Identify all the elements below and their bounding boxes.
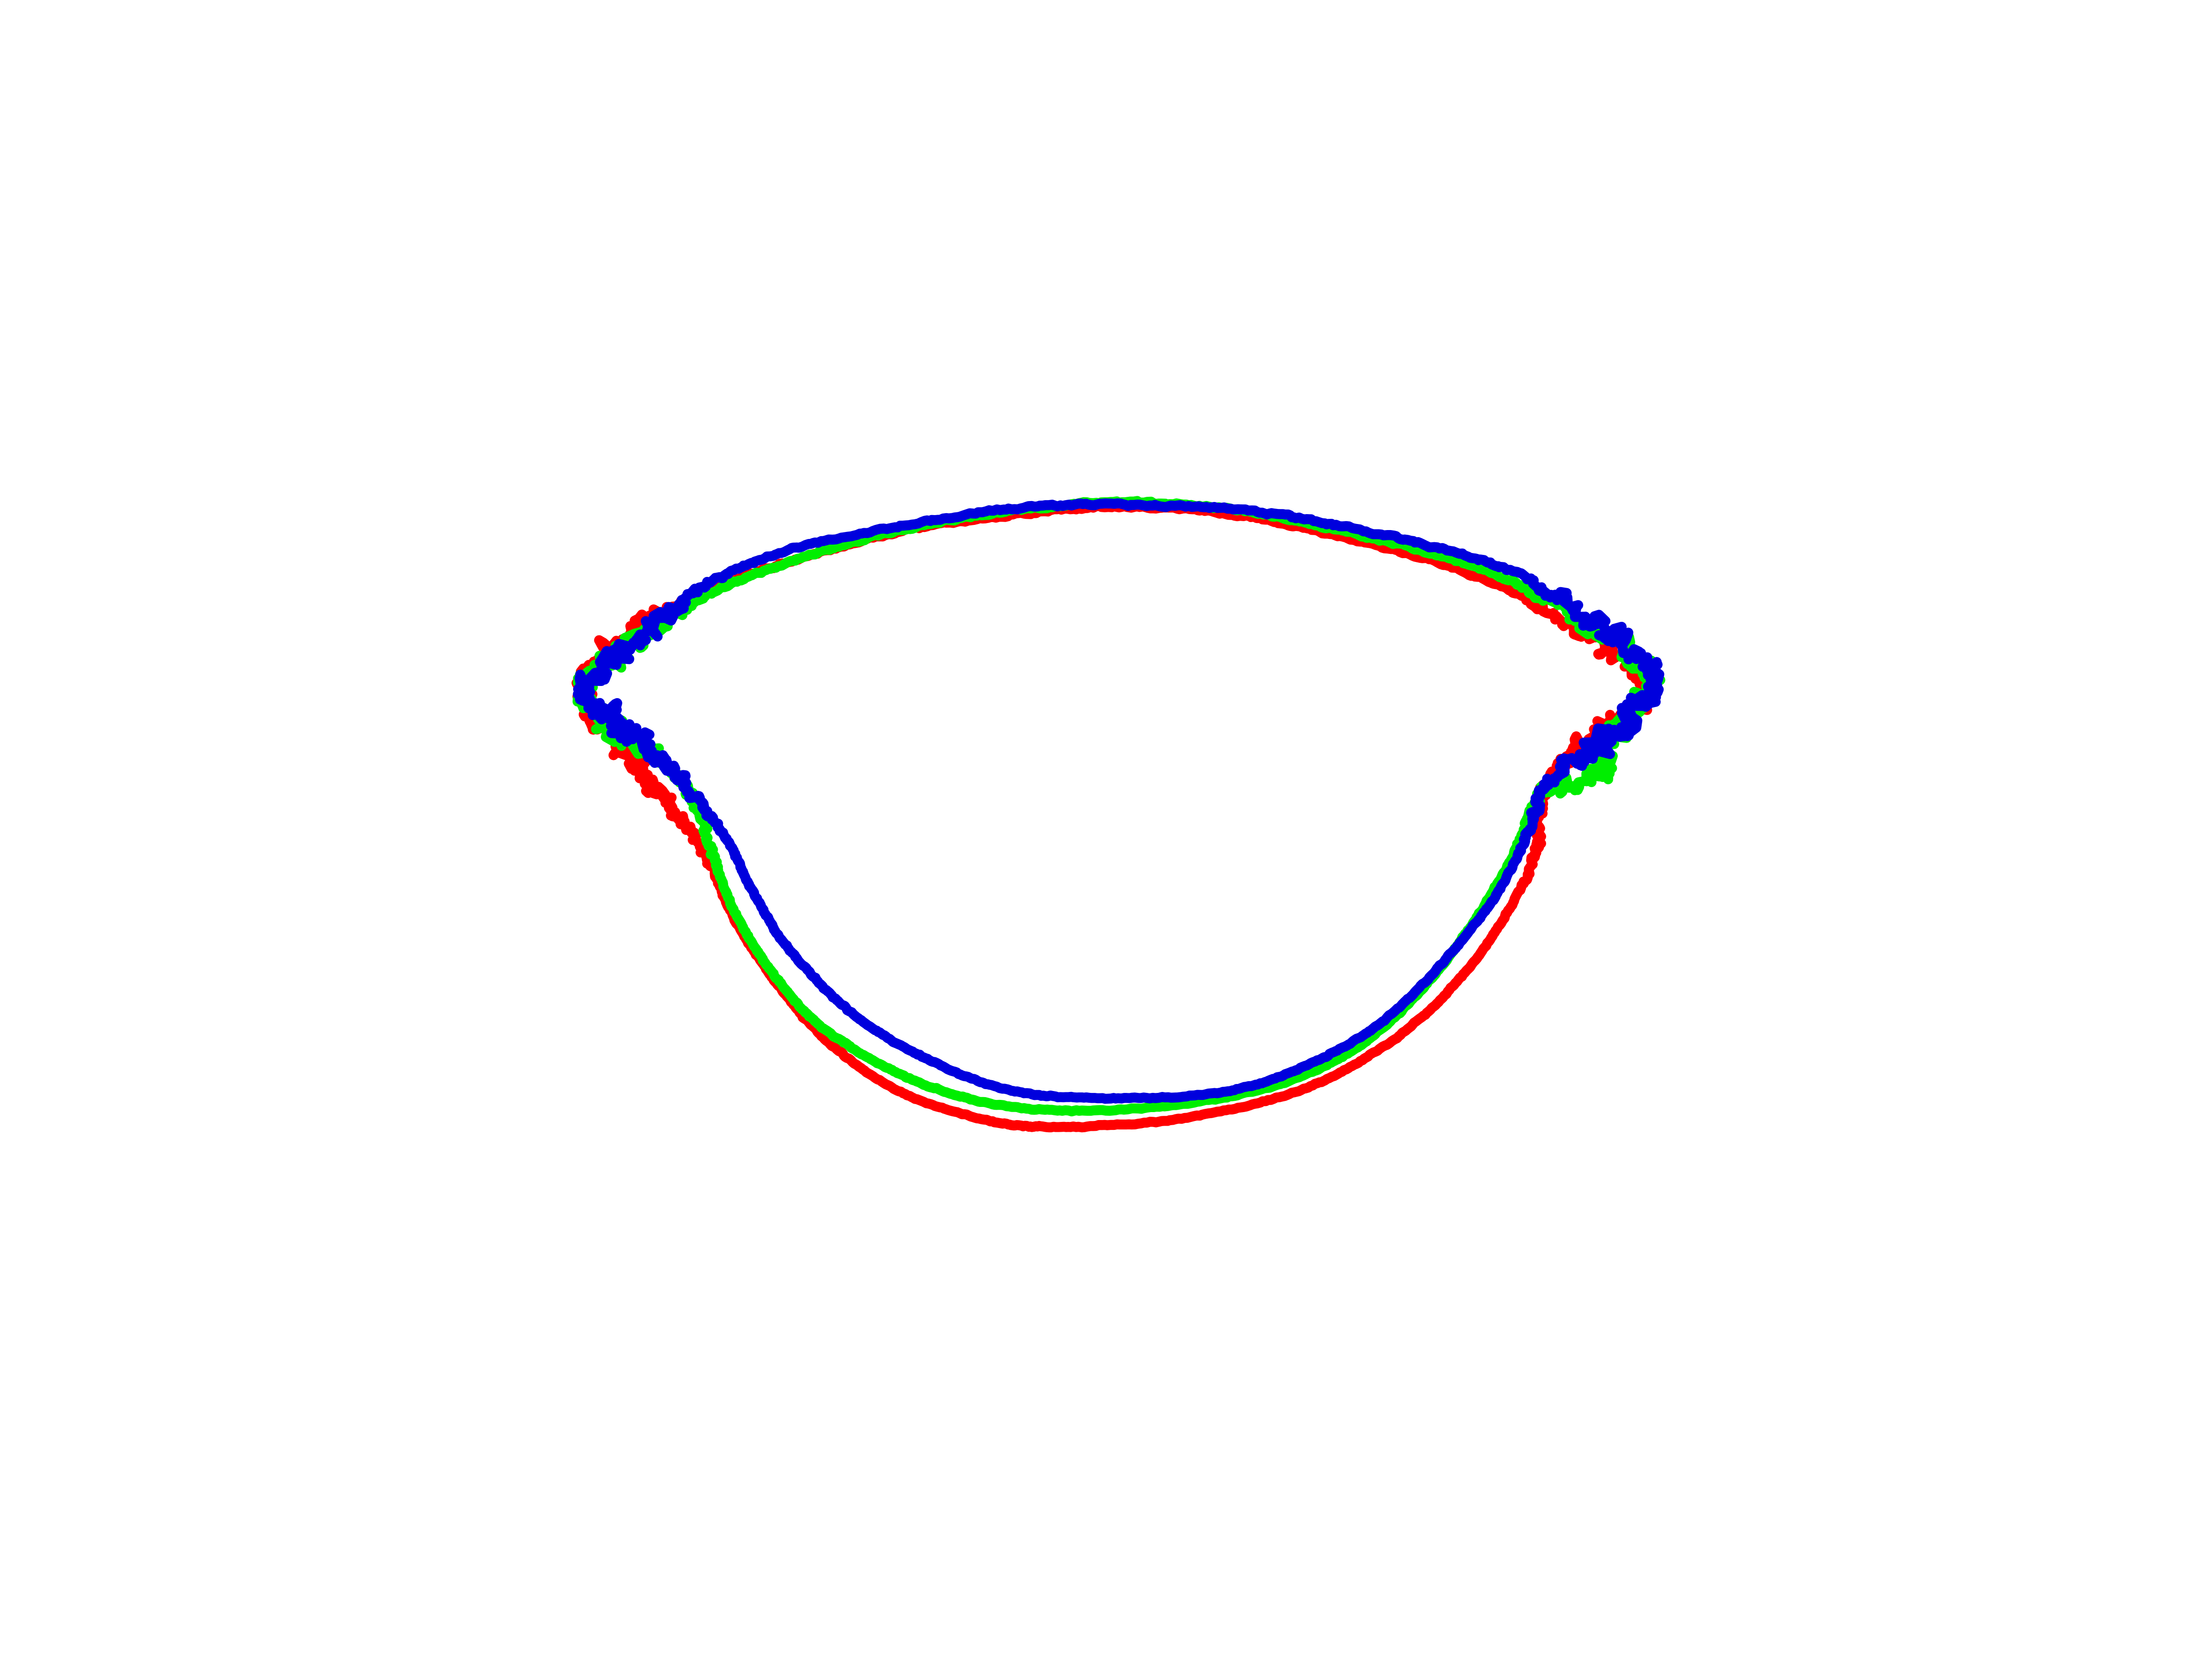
contour-green: [572, 496, 1666, 1117]
contour-red: [571, 501, 1662, 1133]
contour-blue: [573, 498, 1665, 1104]
